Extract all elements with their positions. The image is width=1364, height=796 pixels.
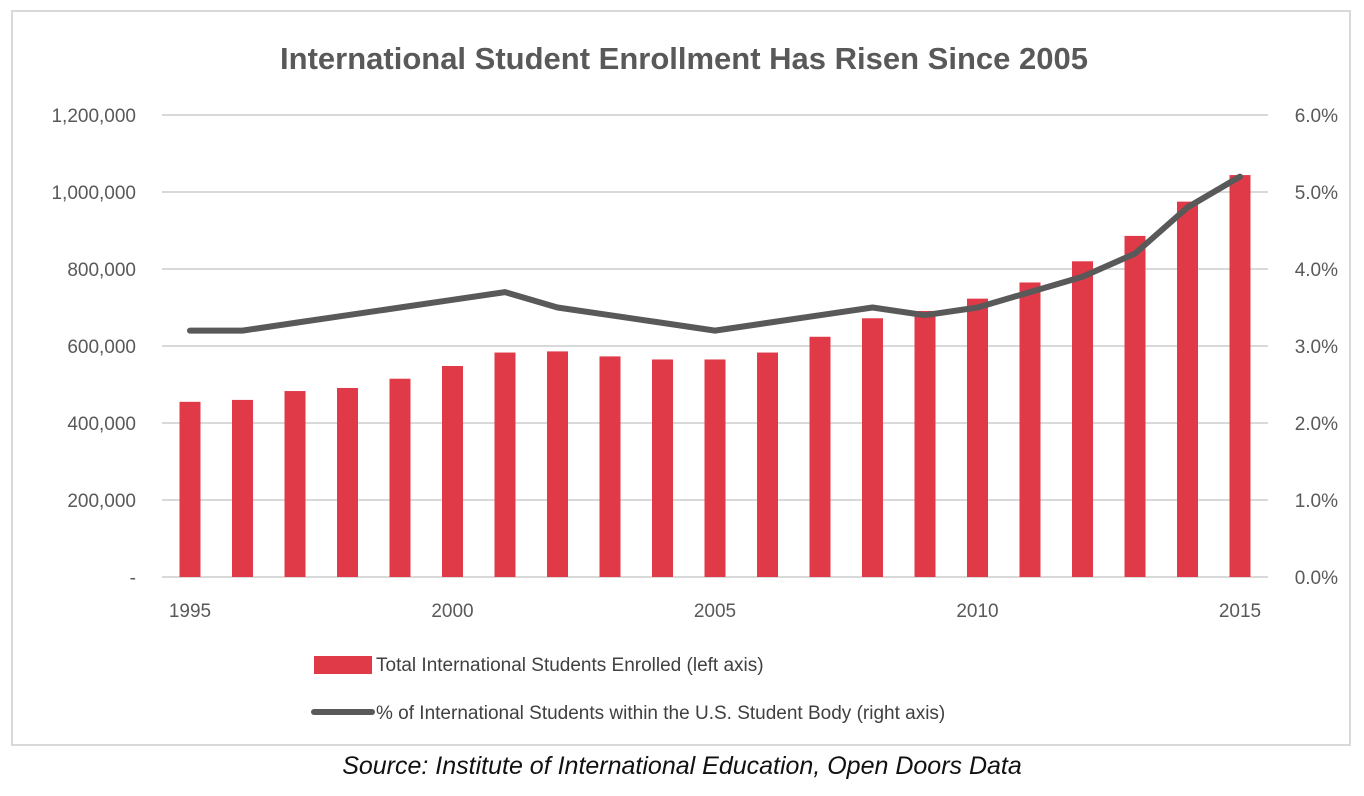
left-tick-label: 1,000,000 <box>51 183 136 204</box>
bar <box>914 310 936 577</box>
bar <box>1124 235 1146 577</box>
bar <box>862 318 883 577</box>
x-tick-label: 2005 <box>694 601 736 622</box>
bar <box>757 352 778 577</box>
left-axis-ticks: - 200,000 400,000 600,000 800,000 1,000,000 1,… <box>51 106 136 589</box>
x-tick-label: 2000 <box>431 601 473 622</box>
source-note: Source: Institute of International Educa… <box>342 752 1022 780</box>
right-tick-label: 2.0% <box>1295 414 1338 435</box>
legend: Total International Students Enrolled (l… <box>311 655 945 724</box>
x-tick-label: 1995 <box>169 601 211 622</box>
bar <box>1229 175 1251 577</box>
left-tick-label: - <box>130 568 136 589</box>
bar <box>1177 201 1198 577</box>
bar <box>1072 261 1093 577</box>
right-tick-label: 5.0% <box>1295 183 1338 204</box>
right-tick-label: 6.0% <box>1295 106 1338 127</box>
right-tick-label: 0.0% <box>1295 568 1338 589</box>
line-series <box>187 173 1243 334</box>
bar <box>704 359 726 577</box>
bar-series <box>179 175 1251 577</box>
bar <box>547 351 568 577</box>
series-line <box>187 173 1243 334</box>
legend-bar-label: Total International Students Enrolled (l… <box>376 655 764 676</box>
right-tick-label: 3.0% <box>1295 337 1338 358</box>
bar <box>284 391 306 577</box>
right-tick-label: 1.0% <box>1295 491 1338 512</box>
x-tick-label: 2015 <box>1219 601 1261 622</box>
bar <box>442 366 463 577</box>
bar <box>1019 282 1041 577</box>
right-axis-ticks: 0.0% 1.0% 2.0% 3.0% 4.0% 5.0% 6.0% <box>1295 106 1338 589</box>
left-tick-label: 400,000 <box>67 414 136 435</box>
bar <box>494 352 516 577</box>
legend-bar-swatch <box>314 656 372 674</box>
left-tick-label: 600,000 <box>67 337 136 358</box>
left-tick-label: 200,000 <box>67 491 136 512</box>
bar <box>809 336 831 577</box>
bar <box>599 356 621 577</box>
legend-line-label: % of International Students within the U… <box>376 703 945 724</box>
chart-title: International Student Enrollment Has Ris… <box>280 41 1088 76</box>
bar <box>652 359 673 577</box>
bar <box>389 378 411 577</box>
bar <box>337 387 358 577</box>
left-tick-label: 800,000 <box>67 260 136 281</box>
bar <box>232 399 253 577</box>
bar <box>967 298 988 577</box>
x-axis-ticks: 1995 2000 2005 2010 2015 <box>169 601 1261 622</box>
x-tick-label: 2010 <box>956 601 998 622</box>
right-tick-label: 4.0% <box>1295 260 1338 281</box>
left-tick-label: 1,200,000 <box>51 106 136 127</box>
bar <box>179 401 201 577</box>
